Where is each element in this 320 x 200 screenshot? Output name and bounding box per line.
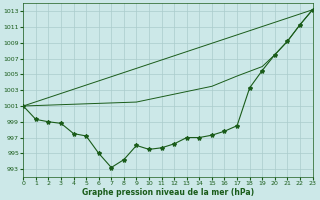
X-axis label: Graphe pression niveau de la mer (hPa): Graphe pression niveau de la mer (hPa) [82, 188, 254, 197]
